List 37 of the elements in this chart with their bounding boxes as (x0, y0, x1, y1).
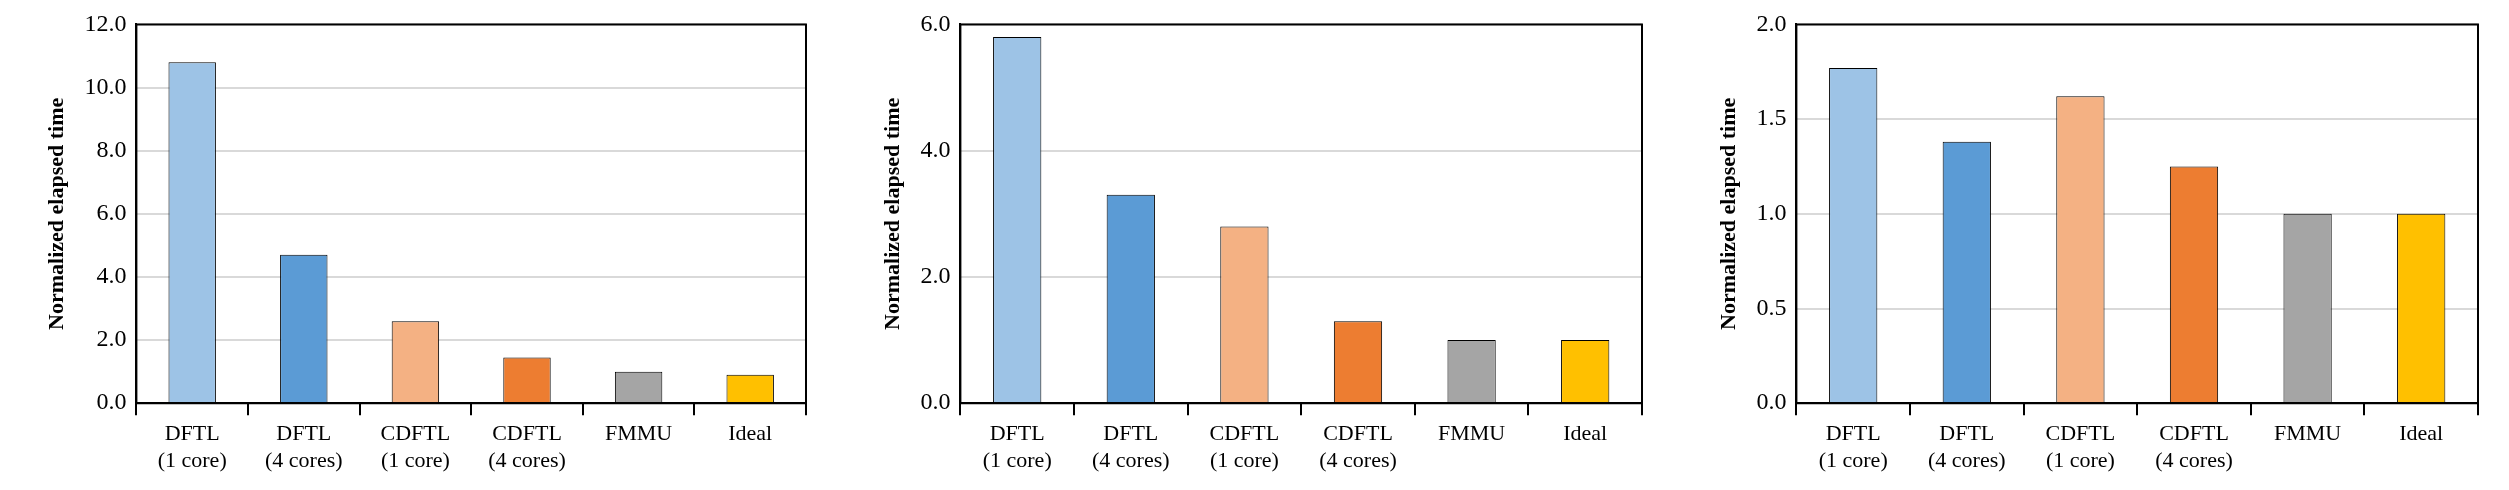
y-tick-label: 6.0 (920, 9, 951, 36)
x-tick-label: CDFTL (1 core) (380, 420, 451, 472)
y-tick-label: 0.0 (1756, 388, 1787, 415)
x-tick-label: DFTL (4 cores) (265, 420, 343, 472)
y-tick-label: 6.0 (96, 199, 127, 226)
y-axis-title: Normalized elapsed time (878, 97, 904, 330)
x-tick-label: CDFTL (4 cores) (2155, 420, 2233, 472)
x-tick-label: DFTL (4 cores) (1928, 420, 2006, 472)
x-tick-label: CDFTL (1 core) (1209, 420, 1280, 472)
x-tick-label: CDFTL (4 cores) (1319, 420, 1397, 472)
x-tick-label: CDFTL (1 core) (2045, 420, 2116, 472)
y-tick-label: 8.0 (96, 135, 127, 162)
x-tick-label: Ideal (728, 420, 773, 446)
y-tick-label: 4.0 (920, 135, 951, 162)
x-tick-label: DFTL (4 cores) (1092, 420, 1170, 472)
y-tick-label: 2.0 (920, 262, 951, 289)
x-tick-label: FMMU (1437, 420, 1506, 446)
x-tick-label: Ideal (1563, 420, 1608, 446)
x-tick-label: Ideal (2399, 420, 2444, 446)
y-tick-label: 10.0 (84, 72, 127, 99)
y-tick-label: 1.5 (1756, 104, 1787, 131)
y-tick-label: 2.0 (96, 325, 127, 352)
x-tick-label: DFTL (1 core) (157, 420, 227, 472)
y-tick-label: 12.0 (84, 9, 127, 36)
y-axis-title: Normalized elapsed time (1714, 97, 1740, 330)
x-tick-label: DFTL (1 core) (1818, 420, 1888, 472)
y-tick-label: 1.0 (1756, 199, 1787, 226)
y-tick-label: 0.0 (920, 388, 951, 415)
y-tick-label: 4.0 (96, 262, 127, 289)
x-tick-label: CDFTL (4 cores) (488, 420, 566, 472)
x-tick-label: DFTL (1 core) (982, 420, 1052, 472)
y-tick-label: 0.5 (1756, 293, 1787, 320)
x-tick-label: FMMU (604, 420, 673, 446)
y-tick-label: 0.0 (96, 388, 127, 415)
x-tick-label: FMMU (2273, 420, 2342, 446)
y-axis-title: Normalized elapsed time (42, 97, 68, 330)
y-tick-label: 2.0 (1756, 9, 1787, 36)
